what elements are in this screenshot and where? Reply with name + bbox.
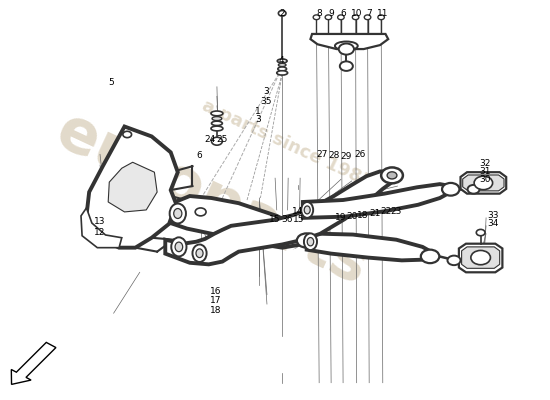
Ellipse shape xyxy=(211,126,223,131)
Text: 15: 15 xyxy=(270,214,281,224)
Text: europarts: europarts xyxy=(46,102,377,298)
Text: 3: 3 xyxy=(255,115,261,124)
Text: 33: 33 xyxy=(487,211,499,220)
Text: 34: 34 xyxy=(487,219,499,228)
Polygon shape xyxy=(460,172,506,194)
Ellipse shape xyxy=(192,244,207,262)
Ellipse shape xyxy=(307,238,314,246)
Text: 19: 19 xyxy=(335,213,346,222)
Text: 18: 18 xyxy=(210,306,222,315)
Circle shape xyxy=(474,176,493,190)
Text: 24: 24 xyxy=(205,135,216,144)
Circle shape xyxy=(381,168,403,183)
Circle shape xyxy=(421,250,439,263)
Ellipse shape xyxy=(212,121,222,126)
Text: 9: 9 xyxy=(328,9,334,18)
Ellipse shape xyxy=(196,249,203,258)
Text: 4: 4 xyxy=(278,56,284,65)
Text: 18: 18 xyxy=(357,210,368,220)
Ellipse shape xyxy=(277,71,288,75)
Ellipse shape xyxy=(335,42,358,50)
Text: 30: 30 xyxy=(479,175,491,184)
Polygon shape xyxy=(303,184,451,218)
Text: 28: 28 xyxy=(328,151,339,160)
Text: 5: 5 xyxy=(108,78,114,87)
Text: 29: 29 xyxy=(340,152,352,161)
Text: 31: 31 xyxy=(479,167,491,176)
Text: 1: 1 xyxy=(255,106,261,116)
Polygon shape xyxy=(310,34,388,49)
FancyArrow shape xyxy=(12,342,56,384)
Circle shape xyxy=(387,172,397,179)
Circle shape xyxy=(378,15,384,20)
Circle shape xyxy=(297,233,316,248)
Text: 10: 10 xyxy=(351,9,362,18)
Text: 27: 27 xyxy=(316,150,328,159)
Text: 12: 12 xyxy=(95,228,106,237)
Polygon shape xyxy=(81,208,122,248)
Polygon shape xyxy=(461,247,500,268)
Ellipse shape xyxy=(171,237,186,256)
Text: 6: 6 xyxy=(197,151,202,160)
Ellipse shape xyxy=(174,208,182,218)
Text: 21: 21 xyxy=(369,210,380,218)
Circle shape xyxy=(448,256,460,265)
Polygon shape xyxy=(166,171,397,264)
Text: 3: 3 xyxy=(263,88,269,96)
Circle shape xyxy=(278,10,286,16)
Circle shape xyxy=(195,208,206,216)
Polygon shape xyxy=(463,175,504,191)
Circle shape xyxy=(339,44,354,55)
Text: 23: 23 xyxy=(390,207,402,216)
Ellipse shape xyxy=(278,67,287,71)
Text: 22: 22 xyxy=(380,208,391,216)
Text: 35: 35 xyxy=(260,97,272,106)
Circle shape xyxy=(442,183,459,196)
Text: 2: 2 xyxy=(279,9,285,18)
Polygon shape xyxy=(307,233,434,260)
Ellipse shape xyxy=(277,59,287,63)
Text: 11: 11 xyxy=(377,9,388,18)
Polygon shape xyxy=(86,126,178,248)
Circle shape xyxy=(353,15,359,20)
Circle shape xyxy=(325,15,332,20)
Polygon shape xyxy=(108,162,157,212)
Circle shape xyxy=(468,185,480,194)
Text: 25: 25 xyxy=(217,135,228,144)
Text: a parts since 1985: a parts since 1985 xyxy=(200,97,376,192)
Text: 20: 20 xyxy=(346,212,358,221)
Circle shape xyxy=(313,15,320,20)
Ellipse shape xyxy=(304,233,317,250)
Ellipse shape xyxy=(211,111,223,116)
Polygon shape xyxy=(166,196,312,248)
Text: 8: 8 xyxy=(316,9,322,18)
Ellipse shape xyxy=(304,206,310,214)
Polygon shape xyxy=(459,244,502,272)
Circle shape xyxy=(476,229,485,236)
Text: 16: 16 xyxy=(210,287,222,296)
Text: 7: 7 xyxy=(366,9,372,18)
Circle shape xyxy=(471,250,491,265)
Text: 17: 17 xyxy=(210,296,222,305)
Ellipse shape xyxy=(301,202,313,218)
Circle shape xyxy=(338,15,344,20)
Circle shape xyxy=(212,137,222,145)
Ellipse shape xyxy=(175,242,183,252)
Text: 14: 14 xyxy=(292,208,303,216)
Text: 6: 6 xyxy=(340,9,346,18)
Circle shape xyxy=(364,15,371,20)
Text: 26: 26 xyxy=(354,150,366,159)
Circle shape xyxy=(340,61,353,71)
Ellipse shape xyxy=(169,204,186,224)
Text: 15: 15 xyxy=(293,214,305,224)
Ellipse shape xyxy=(278,63,286,66)
Ellipse shape xyxy=(212,116,222,120)
Text: 13: 13 xyxy=(94,217,106,226)
Text: 32: 32 xyxy=(479,159,491,168)
Text: 36: 36 xyxy=(282,214,293,224)
Circle shape xyxy=(123,131,131,138)
